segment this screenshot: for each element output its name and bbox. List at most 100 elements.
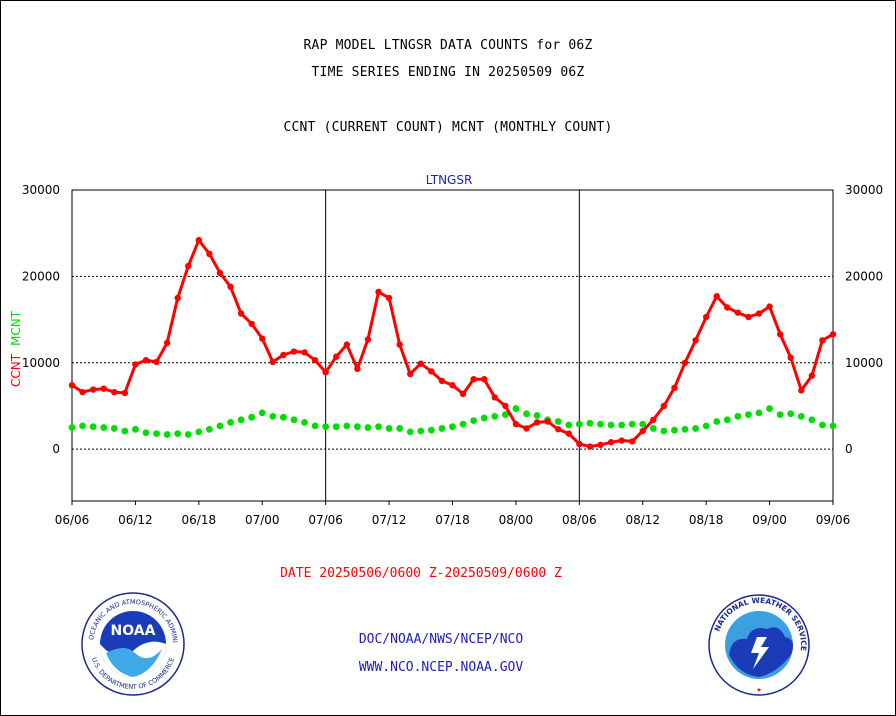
ccnt-point — [597, 441, 604, 449]
x-tick-label: 07/06 — [308, 513, 343, 527]
ccnt-point — [385, 294, 393, 302]
x-tick-label: 06/18 — [182, 513, 217, 527]
ccnt-point — [216, 269, 224, 277]
mcnt-point — [449, 423, 456, 431]
mcnt-point — [322, 423, 330, 431]
ccnt-point — [79, 388, 86, 396]
mcnt-point — [681, 425, 689, 433]
ccnt-point — [343, 341, 351, 348]
mcnt-point — [142, 429, 150, 437]
mcnt-point — [512, 405, 520, 412]
mcnt-point — [427, 426, 435, 434]
ccnt-point — [554, 426, 562, 433]
mcnt-point — [586, 419, 594, 427]
ccnt-point — [481, 375, 488, 383]
ccnt-point — [153, 358, 160, 366]
ccnt-point — [671, 384, 678, 392]
x-tick-label: 08/12 — [625, 513, 660, 527]
ccnt-point — [227, 283, 234, 290]
ccnt-point — [100, 385, 107, 392]
ccnt-point — [322, 369, 329, 376]
x-tick-label: 07/00 — [245, 513, 280, 527]
mcnt-point — [110, 425, 118, 432]
x-tick-label: 08/00 — [499, 513, 534, 527]
mcnt-point — [248, 413, 256, 421]
ccnt-point — [280, 351, 287, 359]
ccnt-point — [459, 390, 467, 398]
mcnt-point — [195, 428, 203, 436]
mcnt-point — [343, 422, 351, 430]
mcnt-point — [575, 420, 583, 428]
ccnt-point — [417, 360, 424, 367]
mcnt-point — [385, 425, 393, 432]
mcnt-point — [375, 423, 382, 431]
date-range-label: DATE 20250506/0600 Z-20250509/0600 Z — [280, 566, 562, 581]
y-tick-label-left: 0 — [52, 442, 60, 456]
ccnt-point — [449, 382, 456, 389]
mcnt-point — [332, 423, 340, 431]
ccnt-point — [798, 387, 805, 394]
mcnt-point — [501, 411, 509, 419]
ccnt-point — [681, 359, 689, 366]
ccnt-point — [354, 365, 361, 373]
chart-title-line-2: TIME SERIES ENDING IN 20250509 06Z — [311, 65, 585, 80]
mcnt-point — [692, 425, 699, 432]
chart-subtitle: LTNGSR — [426, 173, 473, 187]
ccnt-point — [586, 443, 594, 450]
mcnt-point — [132, 425, 139, 433]
nws-logo-icon: NATIONAL WEATHER SERVICE ★ — [708, 594, 810, 696]
mcnt-point — [269, 412, 277, 420]
x-tick-label: 06/06 — [55, 513, 90, 527]
mcnt-point — [702, 422, 710, 430]
ccnt-point — [787, 354, 794, 361]
mcnt-point — [766, 405, 773, 412]
mcnt-point — [713, 418, 721, 425]
ccnt-point — [819, 337, 826, 344]
ccnt-point — [237, 310, 245, 317]
series-mcnt — [68, 405, 837, 438]
mcnt-point — [819, 421, 826, 429]
ccnt-point — [470, 375, 477, 383]
mcnt-point — [417, 427, 425, 435]
mcnt-point — [279, 413, 287, 421]
ccnt-point — [259, 335, 266, 342]
ccnt-point — [650, 416, 657, 423]
svg-text:★: ★ — [756, 685, 762, 695]
ccnt-point — [692, 337, 699, 344]
ccnt-point — [111, 388, 118, 396]
ccnt-point — [89, 386, 97, 393]
ccnt-point — [702, 313, 710, 321]
mcnt-point — [797, 412, 805, 420]
ccnt-point — [766, 303, 773, 310]
ccnt-point — [311, 356, 319, 364]
ccnt-point — [544, 418, 551, 425]
mcnt-point — [607, 421, 615, 429]
mcnt-point — [660, 427, 668, 435]
mcnt-point — [745, 411, 752, 419]
mcnt-point — [554, 418, 562, 425]
mcnt-point — [808, 416, 816, 424]
mcnt-point — [628, 420, 636, 428]
ccnt-point — [639, 427, 646, 435]
mcnt-point — [258, 409, 266, 417]
ccnt-point — [808, 372, 816, 379]
mcnt-point — [671, 426, 678, 434]
noaa-logo-text: NOAA — [111, 623, 156, 639]
mcnt-point — [597, 420, 604, 428]
y-tick-label-right: 0 — [845, 442, 853, 456]
mcnt-point — [184, 431, 192, 438]
x-tick-label: 06/12 — [118, 513, 153, 527]
mcnt-point — [533, 412, 541, 419]
mcnt-point — [480, 414, 488, 422]
x-tick-label: 07/18 — [435, 513, 470, 527]
ccnt-point — [407, 370, 414, 378]
ccnt-point — [206, 250, 213, 258]
mcnt-point — [237, 416, 245, 424]
mcnt-point — [227, 418, 234, 426]
y-axis-label: CCNT MCNT — [9, 310, 23, 387]
ccnt-point — [396, 341, 403, 348]
ccnt-point — [576, 440, 583, 448]
mcnt-point — [163, 431, 171, 438]
mcnt-point — [153, 430, 160, 438]
ccnt-point — [628, 438, 636, 445]
